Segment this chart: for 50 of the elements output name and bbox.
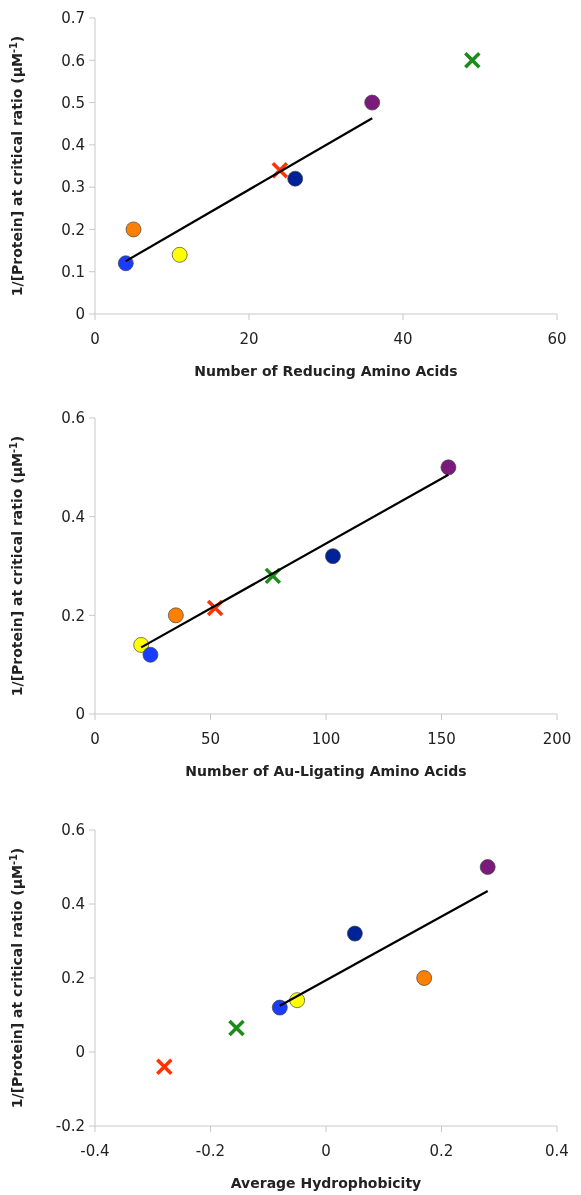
- point: [271, 999, 288, 1016]
- x-tick-label: -0.2: [195, 1142, 226, 1160]
- y-tick-label: 0.2: [61, 606, 85, 625]
- y-tick-label: 0: [75, 705, 85, 724]
- y-tick-label: -0.2: [55, 1117, 85, 1136]
- x-axis-title: Number of Reducing Amino Acids: [194, 363, 458, 379]
- x-axis-title: Average Hydrophobicity: [230, 1175, 422, 1191]
- y-tick-label: 0.1: [61, 262, 85, 281]
- point: [227, 1019, 246, 1037]
- point: [325, 548, 341, 564]
- x-tick-label: 40: [393, 330, 413, 348]
- point: [168, 607, 184, 624]
- x-tick-label: -0.4: [80, 1142, 110, 1160]
- x-tick-label: 20: [239, 330, 259, 348]
- y-tick-label: 0.5: [61, 93, 85, 112]
- x-tick-label: 50: [200, 730, 221, 748]
- y-tick-label: 0.4: [61, 507, 85, 526]
- x-tick-label: 0: [321, 1142, 331, 1160]
- y-tick-label: 0.6: [61, 821, 85, 840]
- x-tick-label: 100: [311, 730, 341, 748]
- y-tick-label: 0.2: [61, 969, 85, 988]
- point: [479, 859, 496, 875]
- point: [347, 925, 363, 942]
- y-tick-label: 0: [75, 1043, 85, 1062]
- point: [117, 255, 134, 272]
- point: [364, 94, 381, 111]
- point: [440, 459, 457, 476]
- x-tick-label: 150: [427, 730, 456, 748]
- point: [125, 221, 142, 238]
- y-tick-label: 0: [75, 305, 85, 324]
- x-tick-label: 0: [90, 730, 100, 748]
- point: [155, 1058, 174, 1076]
- x-tick-label: 0.4: [545, 1142, 569, 1160]
- point: [416, 970, 433, 986]
- x-tick-label: 200: [542, 730, 572, 748]
- x-axis-title: Number of Au-Ligating Amino Acids: [185, 763, 467, 779]
- x-tick-label: 60: [547, 330, 567, 348]
- y-tick-label: 0.6: [61, 51, 85, 70]
- point: [142, 646, 159, 663]
- y-tick-label: 0.3: [61, 178, 85, 197]
- point: [171, 246, 188, 263]
- x-tick-label: 0.2: [429, 1142, 454, 1160]
- y-tick-label: 0.6: [61, 409, 85, 428]
- x-tick-label: 0: [90, 330, 100, 348]
- y-tick-label: 0.2: [61, 220, 85, 239]
- y-tick-label: 0.4: [61, 895, 85, 914]
- point: [287, 170, 304, 187]
- y-tick-label: 0.4: [61, 136, 85, 155]
- y-tick-label: 0.7: [61, 9, 85, 28]
- point: [463, 51, 482, 70]
